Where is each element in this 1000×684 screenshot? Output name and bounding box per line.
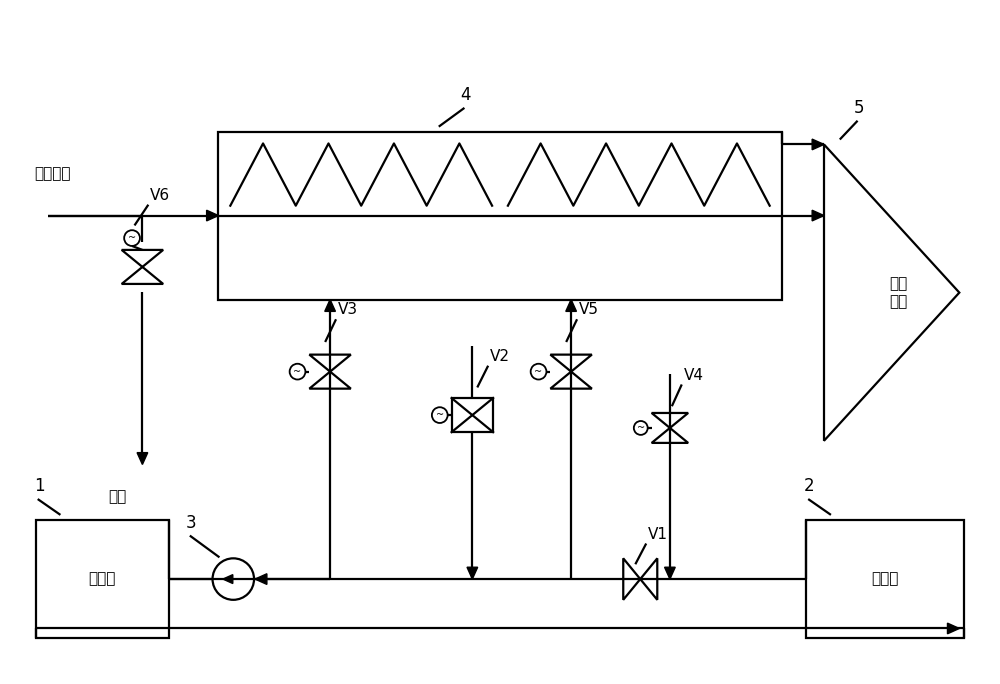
- Text: 1: 1: [34, 477, 44, 495]
- Text: V6: V6: [150, 187, 170, 202]
- Bar: [218, 131, 782, 300]
- Text: 3: 3: [186, 514, 196, 531]
- Text: ~: ~: [128, 233, 136, 243]
- Polygon shape: [325, 300, 335, 311]
- Text: ~: ~: [637, 423, 645, 433]
- Polygon shape: [566, 300, 576, 311]
- Text: 制冷站: 制冷站: [89, 572, 116, 587]
- Bar: [806, 520, 964, 638]
- Polygon shape: [467, 567, 478, 579]
- Polygon shape: [812, 139, 824, 150]
- Text: 地沟: 地沟: [109, 490, 127, 505]
- Text: 5: 5: [854, 98, 864, 117]
- Text: 冷用户: 冷用户: [872, 572, 899, 587]
- Text: V1: V1: [648, 527, 668, 542]
- Text: 燃气
轮机: 燃气 轮机: [889, 276, 908, 308]
- Polygon shape: [812, 210, 824, 221]
- Text: V4: V4: [684, 367, 704, 382]
- Text: ~: ~: [293, 367, 302, 377]
- Text: V3: V3: [338, 302, 358, 317]
- Polygon shape: [137, 453, 148, 464]
- Polygon shape: [665, 567, 675, 579]
- Text: ~: ~: [436, 410, 444, 420]
- Polygon shape: [947, 623, 959, 634]
- Bar: [452, 398, 493, 432]
- Polygon shape: [255, 574, 267, 584]
- Text: V2: V2: [490, 349, 510, 364]
- Text: ~: ~: [534, 367, 543, 377]
- Text: V5: V5: [579, 302, 599, 317]
- Text: 外界空气: 外界空气: [34, 167, 70, 181]
- Bar: [36, 520, 169, 638]
- Text: 4: 4: [460, 86, 471, 104]
- Polygon shape: [207, 210, 218, 221]
- Text: 2: 2: [804, 477, 815, 495]
- Polygon shape: [223, 575, 233, 583]
